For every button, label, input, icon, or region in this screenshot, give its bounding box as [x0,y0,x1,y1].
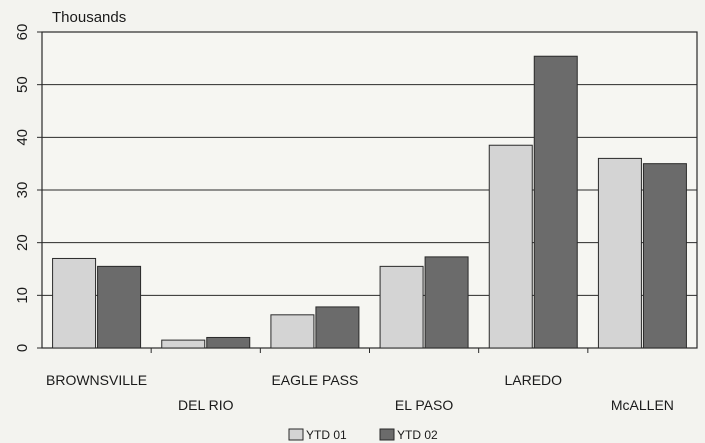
bar-ytd02-laredo [533,55,578,349]
legend-swatch [379,428,395,441]
bar-ytd01-del-rio [161,339,206,349]
category-label: BROWNSVILLE [46,372,147,388]
y-axis-ticks: 0 10 20 30 40 50 60 [14,24,42,352]
x-axis-labels: BROWNSVILLE DEL RIO EAGLE PASS EL PASO LARED… [46,372,674,413]
bar-ytd01-brownsville [52,257,97,349]
unit-label: Thousands [52,9,126,26]
y-tick-label: 40 [14,129,31,146]
y-tick-label: 50 [14,76,31,93]
bar-ytd02-eagle-pass [315,306,360,349]
category-label: EAGLE PASS [271,372,358,388]
bar-ytd01-laredo [488,144,533,349]
legend-label: YTD 01 [306,428,347,442]
y-tick-label: 20 [14,234,31,251]
category-label: McALLEN [611,397,674,413]
legend-label: YTD 02 [397,428,438,442]
category-label: LAREDO [504,372,562,388]
y-tick-label: 30 [14,182,31,199]
bar-ytd01-el-paso [379,265,424,349]
bar-ytd02-mcallen [642,163,687,349]
y-tick-label: 10 [14,287,31,304]
bar-ytd02-el-paso [424,256,469,349]
bar-ytd02-del-rio [206,336,251,349]
y-tick-label: 60 [14,24,31,41]
bar-ytd01-mcallen [597,157,642,349]
y-tick-label: 0 [14,344,31,352]
legend-swatch [288,428,304,441]
bar-ytd01-eagle-pass [270,314,315,349]
category-label: DEL RIO [178,397,234,413]
legend: YTD 01 YTD 02 [288,428,438,442]
gridlines [42,84,697,296]
bar-ytd02-brownsville [97,265,142,349]
category-label: EL PASO [395,397,453,413]
bars [52,55,687,353]
